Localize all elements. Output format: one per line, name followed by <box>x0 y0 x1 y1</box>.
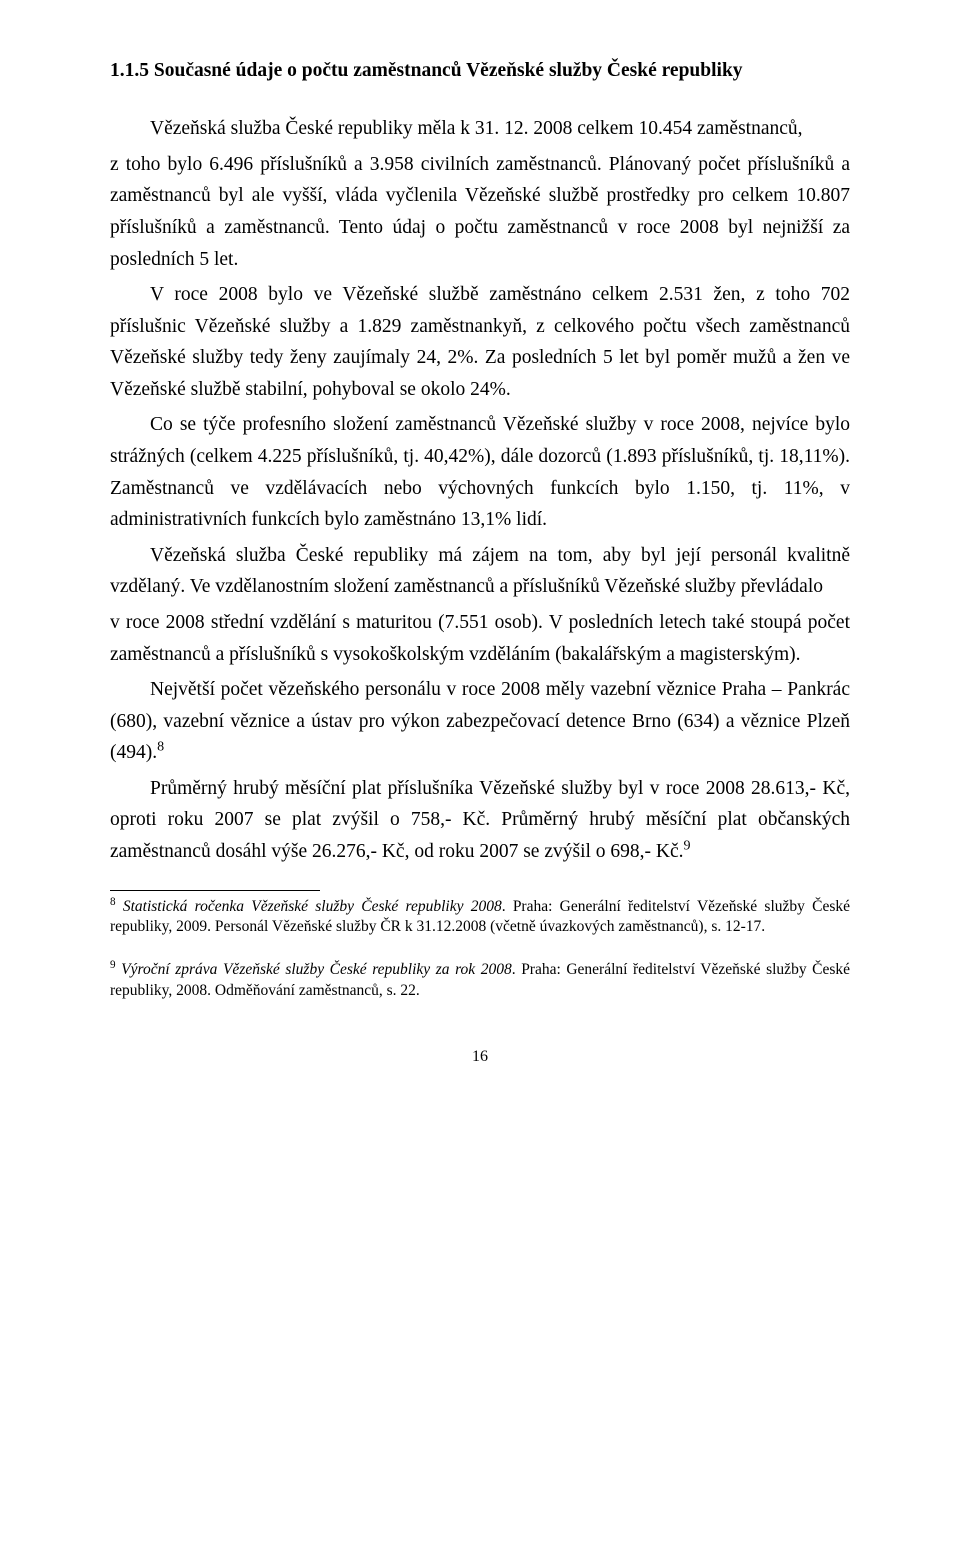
footnote-9-num: 9 <box>110 959 116 971</box>
footnote-8: 8 Statistická ročenka Vězeňské služby Če… <box>110 897 850 939</box>
footnote-separator <box>110 890 320 891</box>
footnote-8-italic: Statistická ročenka Vězeňské služby Česk… <box>123 898 502 915</box>
footnote-8-num: 8 <box>110 895 116 907</box>
footnote-ref-8: 8 <box>157 739 164 755</box>
paragraph-7: Průměrný hrubý měsíční plat příslušníka … <box>110 773 850 868</box>
paragraph-5: v roce 2008 střední vzdělání s maturitou… <box>110 607 850 670</box>
footnote-gap <box>110 950 850 960</box>
paragraph-6: Největší počet vězeňského personálu v ro… <box>110 674 850 769</box>
paragraph-4: Vězeňská služba České republiky má zájem… <box>110 540 850 603</box>
paragraph-3: Co se týče profesního složení zaměstnanc… <box>110 409 850 535</box>
paragraph-6-text: Největší počet vězeňského personálu v ro… <box>110 679 850 763</box>
page-number: 16 <box>110 1044 850 1070</box>
section-heading: 1.1.5 Současné údaje o počtu zaměstnanců… <box>110 56 850 85</box>
footnote-9: 9 Výroční zpráva Vězeňské služby České r… <box>110 960 850 1002</box>
footnote-ref-9: 9 <box>684 837 691 853</box>
document-page: 1.1.5 Současné údaje o počtu zaměstnanců… <box>0 0 960 1565</box>
paragraph-1-line1: Vězeňská služba České republiky měla k 3… <box>110 113 850 145</box>
paragraph-1-rest: z toho bylo 6.496 příslušníků a 3.958 ci… <box>110 149 850 275</box>
footnote-9-italic: Výroční zpráva Vězeňské služby České rep… <box>121 961 512 978</box>
paragraph-2: V roce 2008 bylo ve Vězeňské službě zamě… <box>110 279 850 405</box>
paragraph-7-text: Průměrný hrubý měsíční plat příslušníka … <box>110 778 850 862</box>
